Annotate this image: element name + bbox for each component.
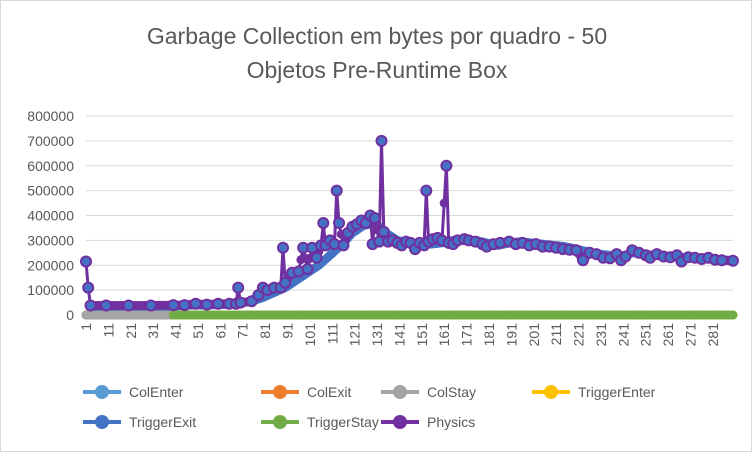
legend-swatch xyxy=(81,411,123,433)
chart-title-line-1: Garbage Collection em bytes por quadro -… xyxy=(146,23,608,49)
x-tick-label: 221 xyxy=(571,323,587,347)
y-tick-label: 300000 xyxy=(27,232,74,248)
physics-point xyxy=(212,297,225,310)
legend-swatch xyxy=(259,381,301,403)
x-tick-label: 211 xyxy=(548,323,564,346)
physics-point xyxy=(189,297,202,310)
x-tick-label: 11 xyxy=(100,323,116,338)
physics-point xyxy=(317,217,330,229)
physics-point xyxy=(330,184,343,197)
legend-label: TriggerStay xyxy=(307,414,379,430)
physics-point xyxy=(715,254,728,267)
x-tick-label: 231 xyxy=(593,323,609,347)
x-tick-label: 281 xyxy=(705,323,721,347)
y-tick-label: 0 xyxy=(66,307,74,323)
legend-item-colenter: ColEnter xyxy=(81,381,183,403)
legend-label: ColEnter xyxy=(129,384,184,400)
physics-point xyxy=(301,263,314,275)
legend-item-physics: Physics xyxy=(379,411,475,433)
x-tick-label: 111 xyxy=(324,323,340,344)
legend-item-triggerenter: TriggerEnter xyxy=(530,381,655,403)
physics-point xyxy=(577,254,589,267)
y-tick-label: 700000 xyxy=(27,133,74,149)
physics-point xyxy=(234,296,247,309)
legend-swatch xyxy=(530,381,572,403)
physics-point xyxy=(277,241,289,254)
x-tick-label: 51 xyxy=(190,323,206,339)
x-tick-label: 61 xyxy=(212,323,228,339)
physics-point xyxy=(368,212,381,224)
y-tick-label: 400000 xyxy=(27,208,74,224)
x-tick-label: 241 xyxy=(615,323,631,347)
physics-point xyxy=(727,254,739,267)
x-tick-label: 171 xyxy=(459,323,475,347)
physics-point xyxy=(333,217,345,229)
y-tick-label: 200000 xyxy=(27,257,74,273)
series-line-triggerexit xyxy=(88,220,736,309)
x-tick-label: 31 xyxy=(145,323,161,339)
x-tick-label: 81 xyxy=(257,323,273,339)
physics-point xyxy=(232,281,245,294)
x-tick-label: 121 xyxy=(347,323,363,347)
series-point-physics xyxy=(439,198,449,208)
physics-point xyxy=(82,281,95,294)
physics-point xyxy=(337,239,350,252)
x-tick-label: 251 xyxy=(638,323,654,347)
physics-point xyxy=(420,184,433,197)
x-tick-label: 41 xyxy=(168,323,184,339)
legend-item-colstay: ColStay xyxy=(379,381,476,403)
legend-swatch xyxy=(81,381,123,403)
physics-point xyxy=(375,134,388,147)
physics-point xyxy=(279,276,292,289)
physics-point xyxy=(84,299,97,312)
x-tick-label: 21 xyxy=(123,323,139,339)
y-tick-label: 600000 xyxy=(27,158,74,174)
physics-point xyxy=(167,299,180,312)
x-tick-label: 131 xyxy=(369,323,385,347)
physics-point xyxy=(122,299,135,312)
physics-point xyxy=(144,299,157,312)
y-tick-label: 800000 xyxy=(27,108,74,124)
physics-point xyxy=(200,298,213,311)
x-tick-label: 71 xyxy=(235,323,251,339)
legend-item-colexit: ColExit xyxy=(259,381,351,403)
legend-label: Physics xyxy=(427,414,476,430)
legend-label: TriggerEnter xyxy=(578,384,656,400)
x-tick-label: 1 xyxy=(78,323,94,331)
physics-point xyxy=(310,251,323,264)
chart-title-line-2: Objetos Pre-Runtime Box xyxy=(246,57,508,83)
x-tick-label: 161 xyxy=(436,323,452,347)
x-tick-label: 181 xyxy=(481,323,497,347)
legend-swatch xyxy=(379,381,421,403)
x-tick-label: 271 xyxy=(682,323,698,347)
legend-label: ColExit xyxy=(307,384,352,400)
legend-label: ColStay xyxy=(427,384,477,400)
chart-title: Garbage Collection em bytes por quadro -… xyxy=(1,19,751,87)
x-tick-label: 151 xyxy=(414,323,430,347)
x-tick-label: 101 xyxy=(302,323,318,347)
legend-item-triggerstay: TriggerStay xyxy=(259,411,379,433)
physics-point xyxy=(178,299,191,312)
legend-item-triggerexit: TriggerExit xyxy=(81,411,196,433)
series-point-triggerstay xyxy=(728,310,738,320)
physics-point xyxy=(100,299,113,312)
x-tick-label: 261 xyxy=(660,323,676,347)
x-tick-label: 191 xyxy=(503,323,519,347)
physics-point xyxy=(80,255,92,268)
y-tick-label: 500000 xyxy=(27,183,74,199)
y-tick-label: 100000 xyxy=(27,282,74,298)
x-tick-label: 201 xyxy=(526,323,542,347)
physics-point xyxy=(440,159,453,172)
legend-swatch xyxy=(379,411,421,433)
physics-point xyxy=(570,244,583,257)
legend-swatch xyxy=(259,411,301,433)
legend-label: TriggerExit xyxy=(129,414,197,430)
x-tick-label: 91 xyxy=(279,323,295,339)
x-tick-label: 141 xyxy=(391,323,407,347)
physics-point xyxy=(377,225,390,238)
